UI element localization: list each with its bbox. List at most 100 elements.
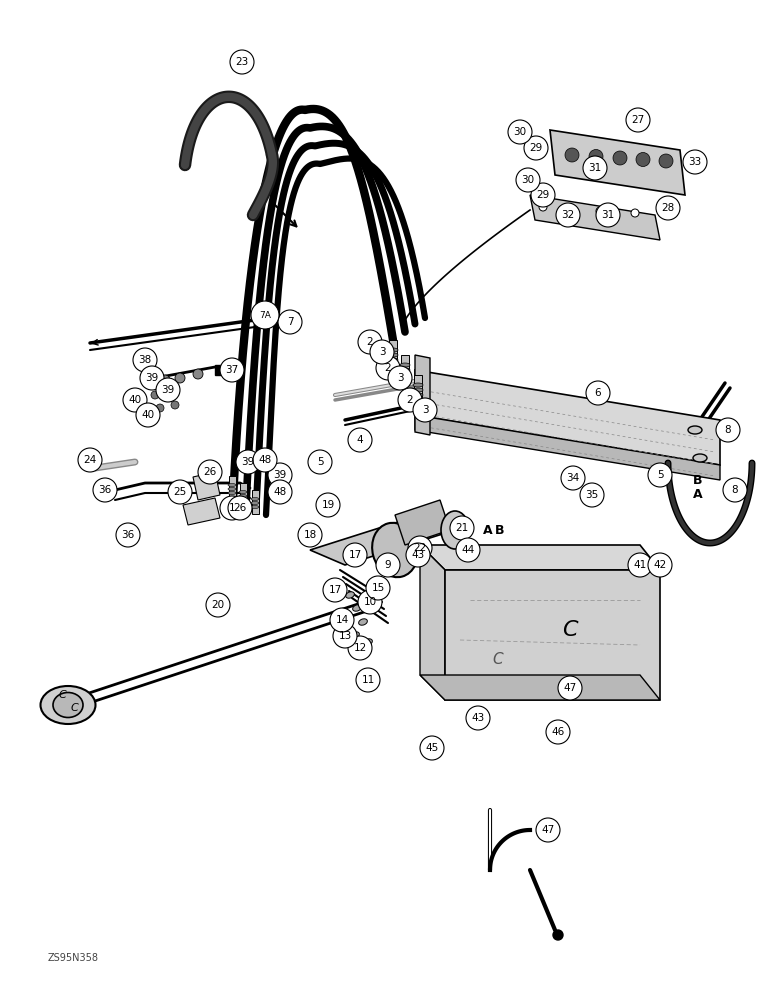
Text: 17: 17 [328, 585, 342, 595]
Text: 10: 10 [364, 597, 377, 607]
Text: 44: 44 [462, 545, 475, 555]
Circle shape [565, 148, 579, 162]
Ellipse shape [359, 619, 367, 625]
Circle shape [151, 391, 159, 399]
Circle shape [230, 50, 254, 74]
Ellipse shape [388, 353, 398, 357]
Text: 17: 17 [348, 550, 361, 560]
Text: 20: 20 [212, 600, 225, 610]
Text: 26: 26 [233, 503, 246, 513]
Ellipse shape [346, 592, 354, 598]
Circle shape [343, 543, 367, 567]
Circle shape [175, 373, 185, 383]
Text: 31: 31 [588, 163, 601, 173]
Text: B: B [496, 524, 505, 536]
Circle shape [628, 553, 652, 577]
Circle shape [683, 150, 707, 174]
Text: 8: 8 [732, 485, 738, 495]
Text: 34: 34 [567, 473, 580, 483]
Ellipse shape [400, 373, 410, 377]
Polygon shape [415, 415, 720, 480]
Text: 26: 26 [203, 467, 217, 477]
Circle shape [450, 516, 474, 540]
Circle shape [631, 209, 639, 217]
Circle shape [508, 120, 532, 144]
Ellipse shape [239, 494, 247, 497]
Text: 12: 12 [354, 643, 367, 653]
Circle shape [370, 340, 394, 364]
Ellipse shape [413, 383, 423, 387]
Circle shape [586, 381, 610, 405]
Text: 2: 2 [367, 337, 374, 347]
Text: A: A [693, 488, 703, 500]
Polygon shape [420, 545, 660, 570]
Circle shape [308, 450, 332, 474]
Text: 40: 40 [141, 410, 154, 420]
Circle shape [198, 460, 222, 484]
Circle shape [348, 428, 372, 452]
Text: 33: 33 [689, 157, 702, 167]
Circle shape [268, 463, 292, 487]
Circle shape [156, 404, 164, 412]
Ellipse shape [350, 632, 359, 638]
Circle shape [156, 378, 180, 402]
Text: 9: 9 [384, 560, 391, 570]
Circle shape [466, 706, 490, 730]
Text: 5: 5 [657, 470, 663, 480]
Bar [215, 365, 227, 375]
Circle shape [413, 398, 437, 422]
Text: 39: 39 [145, 373, 158, 383]
Polygon shape [445, 570, 660, 700]
Text: 8: 8 [725, 425, 731, 435]
Ellipse shape [364, 639, 372, 645]
Bar [252, 490, 259, 514]
Text: 31: 31 [601, 210, 615, 220]
Circle shape [561, 466, 585, 490]
Text: 30: 30 [521, 175, 534, 185]
Circle shape [133, 348, 157, 372]
Text: 40: 40 [128, 395, 141, 405]
Text: A: A [483, 524, 493, 536]
Text: ZS95N358: ZS95N358 [48, 953, 99, 963]
Circle shape [659, 154, 673, 168]
Circle shape [168, 480, 192, 504]
Polygon shape [530, 195, 660, 240]
Circle shape [206, 593, 230, 617]
Circle shape [524, 136, 548, 160]
Circle shape [278, 310, 302, 334]
Circle shape [220, 496, 244, 520]
Text: 14: 14 [335, 615, 349, 625]
Text: 18: 18 [303, 530, 317, 540]
Text: 48: 48 [273, 487, 286, 497]
Text: 6: 6 [594, 388, 601, 398]
Circle shape [193, 369, 203, 379]
Text: 19: 19 [321, 500, 334, 510]
Circle shape [553, 930, 563, 940]
Text: 3: 3 [422, 405, 428, 415]
Circle shape [536, 818, 560, 842]
Text: B: B [693, 474, 703, 487]
Circle shape [408, 536, 432, 560]
Circle shape [406, 543, 430, 567]
Ellipse shape [688, 426, 702, 434]
Ellipse shape [251, 502, 259, 504]
Text: C: C [493, 652, 503, 668]
Circle shape [253, 448, 277, 472]
Circle shape [596, 207, 604, 215]
Bar [240, 483, 247, 507]
Bar [401, 355, 409, 385]
Text: 29: 29 [537, 190, 550, 200]
Ellipse shape [228, 488, 236, 490]
Text: C: C [58, 690, 66, 700]
Circle shape [723, 478, 747, 502]
Text: 22: 22 [413, 543, 427, 553]
Ellipse shape [251, 497, 259, 500]
Text: 39: 39 [242, 457, 255, 467]
Text: 29: 29 [530, 143, 543, 153]
Polygon shape [193, 472, 220, 500]
Circle shape [366, 576, 390, 600]
Polygon shape [415, 370, 720, 465]
Circle shape [376, 356, 400, 380]
Bar [389, 340, 397, 370]
Text: C: C [70, 703, 78, 713]
